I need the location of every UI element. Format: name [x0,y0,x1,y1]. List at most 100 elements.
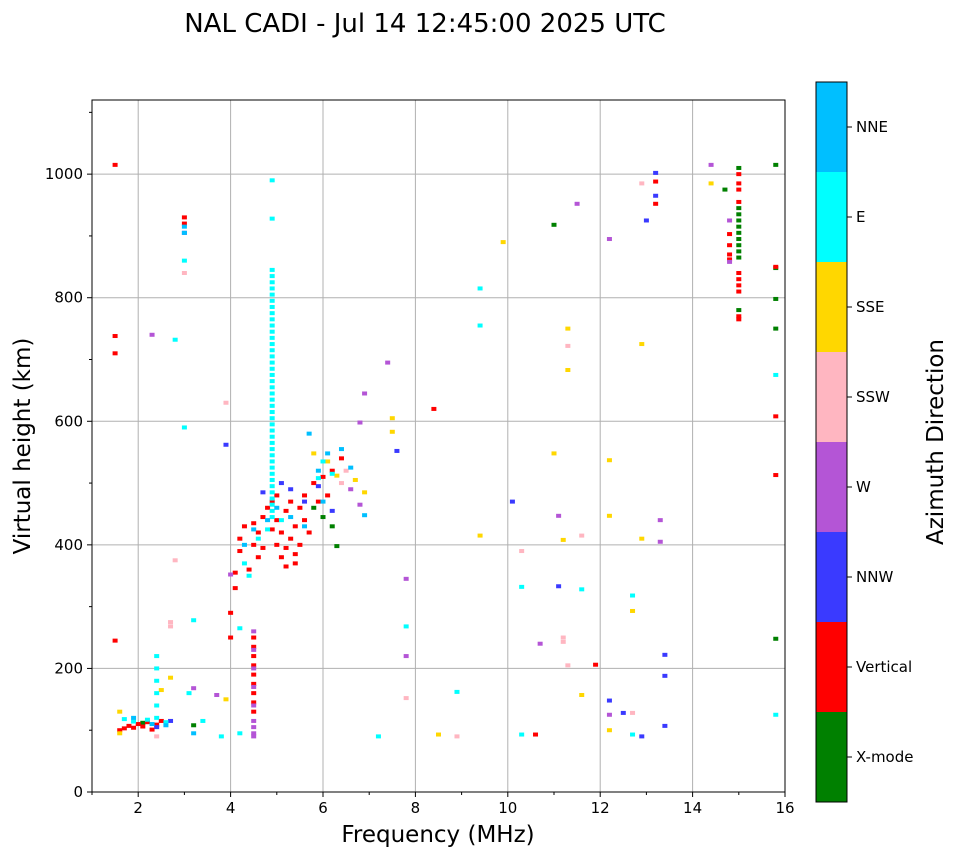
point-w-23 [251,629,257,634]
point-vertical-26 [251,635,257,640]
point-x-mode-19 [329,524,335,529]
point-e-8 [477,323,483,328]
y-axis: 0 200 400 600 800 1000 [45,111,92,801]
point-vertical-69 [255,555,261,560]
colorbar-label-x-mode: X-mode [856,748,913,766]
point-e-47 [269,453,275,458]
point-ssw-10 [223,400,229,405]
point-nnw-2 [643,218,649,223]
point-vertical-22 [653,201,659,206]
point-e-24 [269,311,275,316]
point-e-45 [269,440,275,445]
point-e-70 [218,734,224,739]
point-vertical-25 [431,406,437,411]
point-e-53 [269,490,275,495]
point-vertical-66 [338,456,344,461]
point-nnw-5 [662,723,668,728]
colorbar-segment-nne [816,82,847,172]
point-sse-15 [389,416,395,421]
point-e-20 [269,286,275,291]
point-x-mode-5 [736,237,742,242]
point-vertical-72 [283,564,289,569]
point-e-44 [269,434,275,439]
point-nne-4 [362,513,368,518]
point-x-mode-21 [334,544,340,549]
point-w-2 [727,259,733,264]
point-nne-13 [181,224,187,229]
point-vertical-64 [325,493,331,498]
point-ssw-12 [168,624,174,629]
point-e-64 [154,691,160,696]
colorbar-segment-x-mode [816,712,847,802]
point-nnw-17 [260,490,266,495]
point-w-9 [606,237,612,242]
point-e-29 [269,342,275,347]
point-vertical-63 [320,474,326,479]
point-vertical-12 [736,314,742,319]
colorbar-label-nnw: NNW [856,568,893,586]
point-nne-6 [241,542,247,547]
point-vertical-59 [302,518,308,523]
x-tick-label-4: 4 [226,799,236,817]
point-vertical-19 [773,473,779,478]
point-x-mode-10 [736,165,742,170]
plot-area-frame [91,99,786,793]
point-ssw-13 [172,558,178,563]
point-e-52 [269,484,275,489]
point-x-mode-4 [736,230,742,235]
point-nnw-12 [223,442,229,447]
point-w-15 [251,718,257,723]
point-w-10 [403,576,409,581]
point-vertical-81 [140,724,146,729]
point-e-39 [269,403,275,408]
point-nne-11 [302,524,308,529]
point-vertical-28 [251,654,257,659]
point-x-mode-2 [736,218,742,223]
point-w-22 [251,647,257,652]
point-vertical-27 [251,644,257,649]
point-x-mode-23 [140,720,146,725]
point-w-27 [357,502,363,507]
point-e-5 [519,584,525,589]
point-w-1 [727,218,733,223]
point-vertical-53 [288,536,294,541]
point-w-14 [357,420,363,425]
colorbar-segment-nnw [816,532,847,622]
point-sse-25 [158,688,164,693]
point-vertical-46 [274,518,280,523]
point-sse-23 [117,731,123,736]
point-nne-15 [149,722,155,727]
x-axis: 2 4 6 8 10 12 14 16 [91,792,795,817]
point-e-56 [269,508,275,513]
point-e-33 [269,366,275,371]
point-sse-16 [389,429,395,434]
point-w-12 [385,360,391,365]
point-sse-21 [362,490,368,495]
point-vertical-43 [265,505,271,510]
point-e-50 [269,471,275,476]
point-vertical-51 [283,545,289,550]
point-vertical-29 [251,663,257,668]
point-e-0 [773,372,779,377]
point-x-mode-14 [773,326,779,331]
point-e-46 [269,447,275,452]
point-sse-17 [311,451,317,456]
point-vertical-6 [736,187,742,192]
colorbar-label: Azimuth Direction [923,339,949,545]
point-e-15 [269,178,275,183]
point-nnw-14 [329,508,335,513]
point-vertical-62 [315,499,321,504]
point-x-mode-7 [736,249,742,254]
point-vertical-82 [144,720,150,725]
point-nne-18 [191,731,197,736]
colorbar: X-mode Vertical NNW W SSW SSE E NNE [815,81,913,803]
point-x-mode-11 [773,162,779,167]
point-nne-10 [288,515,294,520]
point-ssw-3 [560,639,566,644]
point-vertical-73 [292,561,298,566]
point-nne-14 [181,230,187,235]
point-x-mode-13 [773,296,779,301]
y-tick-label-800: 800 [54,289,83,307]
point-sse-5 [606,728,612,733]
grid [92,100,786,793]
